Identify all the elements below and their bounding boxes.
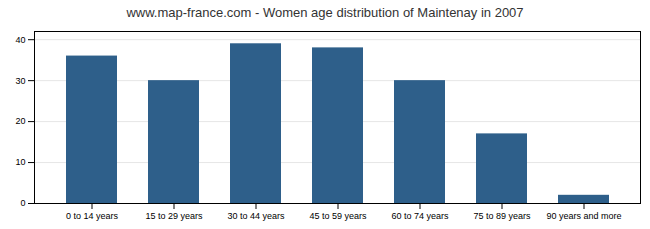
svg-text:90 years and more: 90 years and more bbox=[546, 211, 621, 221]
svg-text:0: 0 bbox=[20, 198, 25, 208]
svg-text:40: 40 bbox=[15, 35, 25, 45]
svg-text:60 to 74 years: 60 to 74 years bbox=[391, 211, 449, 221]
svg-text:20: 20 bbox=[15, 116, 25, 126]
svg-text:75 to 89 years: 75 to 89 years bbox=[473, 211, 531, 221]
svg-text:0 to 14 years: 0 to 14 years bbox=[66, 211, 119, 221]
svg-text:30 to 44 years: 30 to 44 years bbox=[227, 211, 285, 221]
svg-text:45 to 59 years: 45 to 59 years bbox=[309, 211, 367, 221]
svg-text:15 to 29 years: 15 to 29 years bbox=[145, 211, 203, 221]
svg-text:30: 30 bbox=[15, 76, 25, 86]
svg-text:10: 10 bbox=[15, 157, 25, 167]
html-text:www.map-france.com - Women age: www.map-france.com - Women age distribut… bbox=[126, 5, 524, 20]
